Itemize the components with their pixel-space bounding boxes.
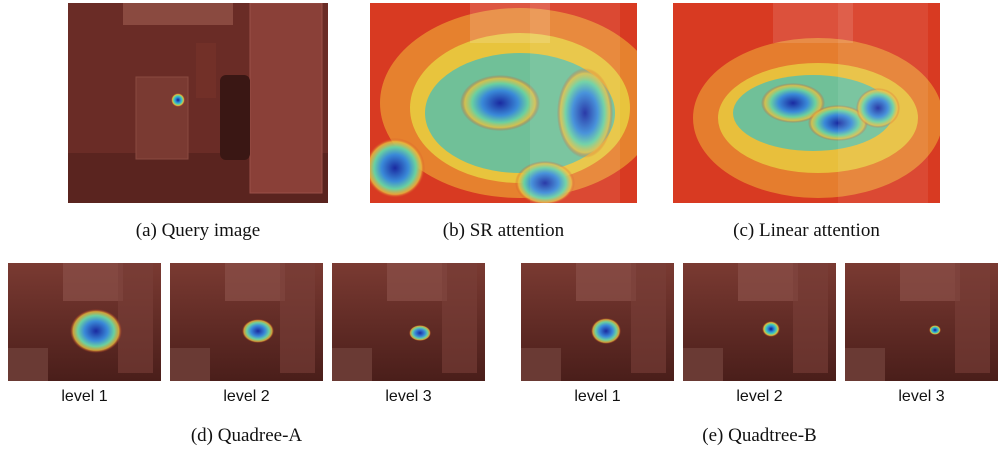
panel-quadtree-b-level-1 [521, 263, 674, 381]
panel-quadtree-b-level-2 [683, 263, 836, 381]
panel-quadtree-a-level-3 [332, 263, 485, 381]
caption-quadtree-a: (d) Quadree-A [190, 425, 303, 446]
caption-quadtree-b: (e) Quadtree-B [702, 425, 817, 446]
panel-query-image [68, 3, 328, 203]
label-quadtree-a-level-1: level 1 [61, 388, 108, 405]
label-quadtree-b-level-3: level 3 [898, 388, 945, 405]
panel-sr-attention [370, 3, 637, 203]
panel-quadtree-a-level-2 [170, 263, 323, 381]
panel-quadtree-b-level-3 [845, 263, 998, 381]
caption-query-image: (a) Query image [135, 220, 261, 241]
panel-quadtree-a-level-1 [8, 263, 161, 381]
label-quadtree-b-level-1: level 1 [574, 388, 621, 405]
label-quadtree-a-level-2: level 2 [223, 388, 270, 405]
label-quadtree-a-level-3: level 3 [385, 388, 432, 405]
label-quadtree-b-level-2: level 2 [736, 388, 783, 405]
caption-sr-attention: (b) SR attention [442, 220, 565, 241]
panel-linear-attention [673, 3, 940, 203]
caption-linear-attention: (c) Linear attention [733, 220, 880, 241]
